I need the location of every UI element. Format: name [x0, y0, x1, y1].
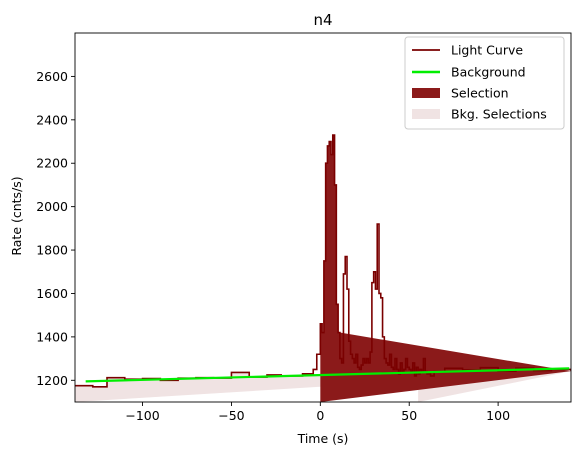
x-tick-label: 100 — [486, 408, 510, 423]
x-tick-label: 50 — [401, 408, 417, 423]
legend-swatch-4 — [412, 109, 440, 119]
y-tick-label: 1600 — [36, 286, 68, 301]
legend-label-4: Bkg. Selections — [451, 107, 547, 122]
y-tick-label: 2600 — [36, 69, 68, 84]
background-fit-line — [85, 367, 570, 383]
legend-frame — [404, 36, 565, 130]
legend: Light Curve Background Selection Bkg. Selec… — [404, 36, 565, 130]
y-tick-label: 1200 — [36, 373, 68, 388]
y-axis-label: Rate (cnts/s) — [9, 176, 24, 255]
legend-label-1: Light Curve — [451, 43, 523, 58]
chart-title: n4 — [313, 11, 332, 29]
axes-frame — [74, 32, 572, 403]
legend-label-2: Background — [451, 65, 526, 80]
x-tick-label: 0 — [316, 408, 324, 423]
y-tick-label: 2400 — [36, 112, 68, 127]
x-tick-label: −50 — [218, 408, 244, 423]
y-tick-label: 2200 — [36, 156, 68, 171]
y-tick-label: 1400 — [36, 329, 68, 344]
plot-area — [75, 134, 571, 402]
legend-swatch-3 — [412, 88, 440, 98]
axes: −100 −50 0 50 100 1200 1400 1600 1800 2000 2200 240… — [36, 32, 572, 423]
y-tick-label: 2000 — [36, 199, 68, 214]
legend-label-3: Selection — [451, 86, 509, 101]
x-axis-label: Time (s) — [297, 431, 349, 446]
x-tick-label: −100 — [125, 408, 159, 423]
y-tick-label: 1800 — [36, 243, 68, 258]
